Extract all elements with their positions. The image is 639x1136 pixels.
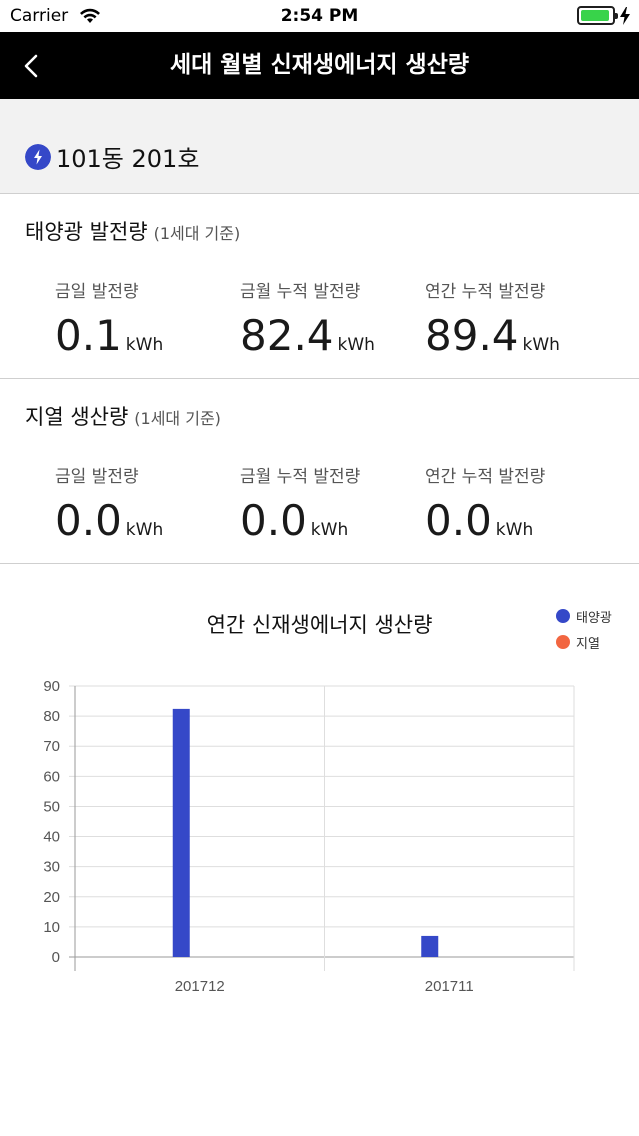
carrier-label: Carrier — [10, 6, 69, 26]
legend-swatch — [556, 635, 570, 649]
geothermal-title: 지열 생산량 — [25, 405, 129, 429]
solar-basis: (1세대 기준) — [153, 224, 241, 243]
unit-header — [0, 99, 639, 194]
solar-title: 태양광 발전량 — [25, 220, 148, 244]
lightning-icon — [25, 144, 51, 170]
clock: 2:54 PM — [280, 6, 359, 26]
stat-label: 금일 발전량 — [55, 282, 139, 302]
y-tick-label: 0 — [52, 949, 60, 966]
unit-label: 101동 201호 — [56, 145, 200, 173]
chart-plot: 0 10 20 30 40 50 60 70 80 90 201712 201711 — [43, 678, 575, 995]
stat-value: 0.0 kWh — [55, 496, 164, 545]
wifi-icon — [80, 8, 100, 23]
x-tick-label: 201711 — [425, 978, 474, 995]
stat-label: 금월 누적 발전량 — [240, 282, 361, 302]
stat-label: 금월 누적 발전량 — [240, 467, 361, 487]
legend-swatch — [556, 609, 570, 623]
stat-label: 연간 누적 발전량 — [425, 467, 546, 487]
y-tick-label: 90 — [43, 678, 60, 695]
y-tick-label: 60 — [43, 768, 60, 785]
page-title: 세대 월별 신재생에너지 생산량 — [169, 52, 470, 78]
battery-icon — [577, 6, 618, 25]
section-title: 태양광 발전량 (1세대 기준) — [25, 216, 240, 246]
production-chart: 연간 신재생에너지 생산량 태양광 지열 0 10 20 30 40 50 60 70 80 90… — [0, 565, 639, 1025]
geothermal-basis: (1세대 기준) — [134, 409, 221, 428]
legend-label: 태양광 — [576, 611, 612, 626]
charging-bolt-icon — [620, 7, 630, 25]
geothermal-section: 지열 생산량 (1세대 기준) 금일 발전량 0.0 kWh 금월 누적 발전량 0… — [0, 379, 639, 564]
stat-label: 연간 누적 발전량 — [425, 282, 546, 302]
bar-solar — [172, 708, 190, 957]
solar-section: 태양광 발전량 (1세대 기준) 금일 발전량 0.1 kWh 금월 누적 발전량 … — [0, 194, 639, 379]
y-tick-label: 50 — [43, 798, 60, 815]
y-tick-label: 10 — [43, 919, 60, 936]
stat-value: 89.4 kWh — [425, 311, 560, 360]
y-tick-label: 30 — [43, 859, 60, 876]
nav-bar: 세대 월별 신재생에너지 생산량 — [0, 32, 639, 99]
chart-title: 연간 신재생에너지 생산량 — [206, 613, 433, 637]
bar-solar — [421, 935, 439, 957]
y-tick-label: 70 — [43, 738, 60, 755]
battery-level — [581, 10, 609, 21]
stat-value: 0.1 kWh — [55, 311, 164, 360]
y-tick-label: 40 — [43, 829, 60, 846]
y-tick-label: 80 — [43, 708, 60, 725]
stat-value: 0.0 kWh — [240, 496, 349, 545]
stat-label: 금일 발전량 — [55, 467, 139, 487]
stat-value: 82.4 kWh — [240, 311, 375, 360]
stat-value: 0.0 kWh — [425, 496, 534, 545]
back-chevron-icon[interactable] — [14, 48, 50, 84]
x-tick-label: 201712 — [175, 978, 225, 995]
legend-label: 지열 — [576, 637, 600, 652]
status-bar: Carrier 2:54 PM — [0, 0, 639, 32]
section-title: 지열 생산량 (1세대 기준) — [25, 401, 221, 431]
y-tick-label: 20 — [43, 889, 60, 906]
